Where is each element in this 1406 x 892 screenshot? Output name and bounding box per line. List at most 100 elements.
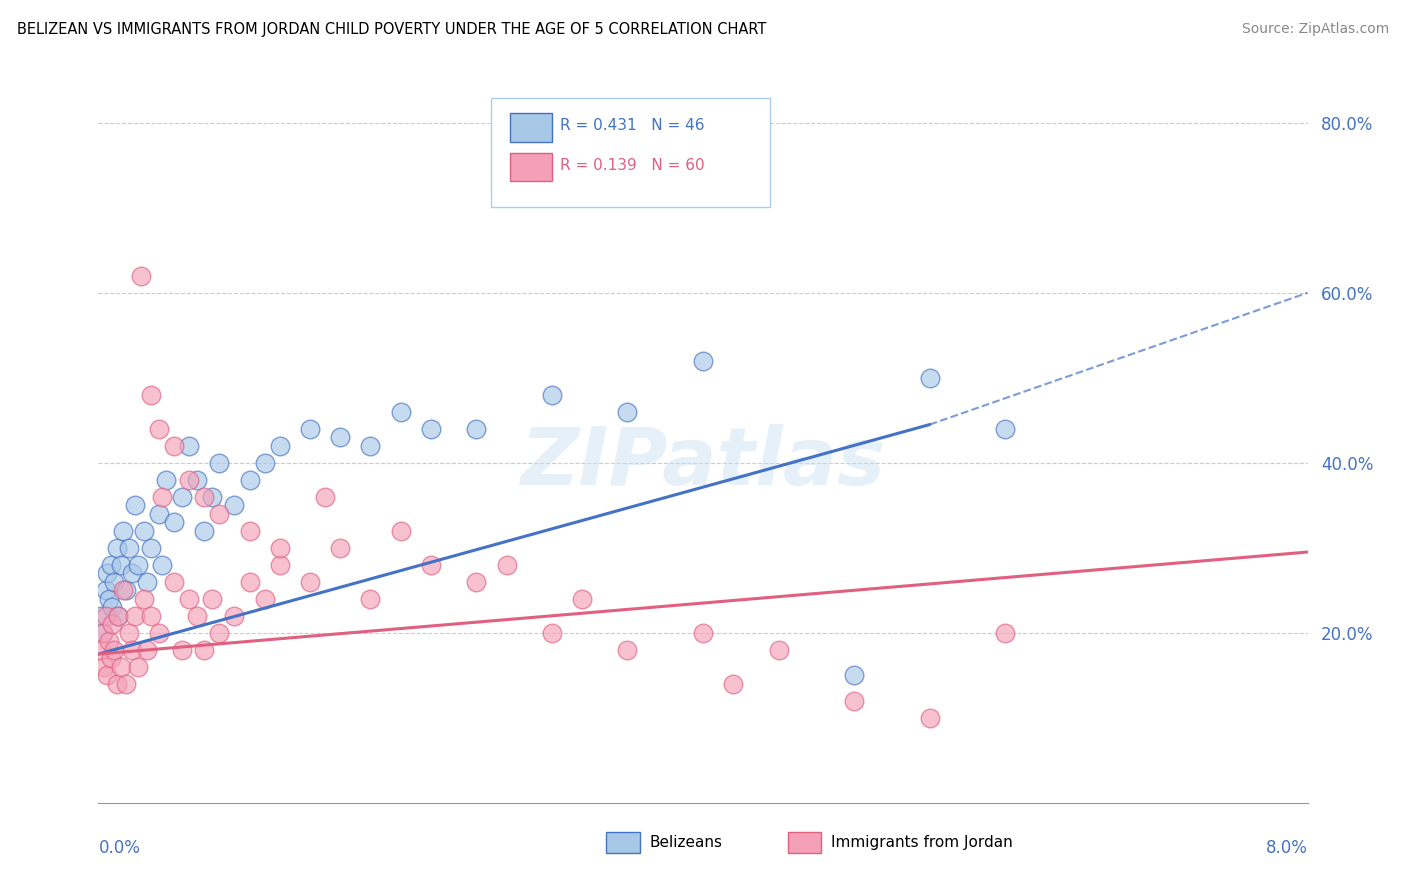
Point — [110, 558, 132, 572]
Point — [389, 405, 412, 419]
Point — [101, 617, 124, 632]
Point — [111, 524, 134, 538]
Point — [118, 541, 141, 555]
Point — [96, 668, 118, 682]
FancyBboxPatch shape — [492, 98, 769, 207]
Point — [692, 353, 714, 368]
Point — [94, 608, 117, 623]
Point — [141, 541, 163, 555]
Point — [96, 566, 118, 581]
Point — [163, 439, 186, 453]
Point — [141, 608, 163, 623]
Point — [105, 677, 128, 691]
Point — [571, 591, 593, 606]
Point — [90, 608, 112, 623]
Point — [844, 668, 866, 682]
Point — [186, 608, 208, 623]
Point — [994, 422, 1017, 436]
Point — [111, 583, 134, 598]
Point — [132, 591, 155, 606]
Point — [163, 516, 186, 530]
Point — [110, 660, 132, 674]
Point — [98, 634, 121, 648]
Point — [170, 490, 193, 504]
Text: R = 0.139   N = 60: R = 0.139 N = 60 — [561, 158, 704, 173]
Point — [465, 574, 488, 589]
Point — [540, 388, 562, 402]
Point — [360, 439, 382, 453]
Point — [163, 574, 186, 589]
Point — [253, 456, 276, 470]
Point — [314, 490, 336, 504]
FancyBboxPatch shape — [606, 831, 640, 854]
Point — [132, 524, 155, 538]
Point — [616, 642, 638, 657]
Point — [360, 591, 382, 606]
Point — [101, 600, 124, 615]
Point — [193, 490, 215, 504]
Point — [91, 625, 114, 640]
Point — [121, 642, 143, 657]
Point — [150, 490, 173, 504]
Point — [135, 642, 157, 657]
Point — [208, 456, 231, 470]
Point — [135, 574, 157, 589]
Point — [201, 591, 224, 606]
Text: Source: ZipAtlas.com: Source: ZipAtlas.com — [1241, 22, 1389, 37]
Point — [170, 642, 193, 657]
Point — [208, 507, 231, 521]
Point — [692, 625, 714, 640]
Point — [114, 583, 136, 598]
Point — [239, 524, 262, 538]
Point — [129, 268, 152, 283]
Point — [186, 473, 208, 487]
Point — [93, 660, 115, 674]
Point — [208, 625, 231, 640]
Point — [269, 558, 291, 572]
Point — [107, 608, 129, 623]
Point — [103, 642, 125, 657]
Point — [100, 651, 122, 665]
Point — [148, 625, 170, 640]
Text: Immigrants from Jordan: Immigrants from Jordan — [831, 835, 1012, 850]
FancyBboxPatch shape — [509, 153, 551, 181]
Point — [540, 625, 562, 640]
Point — [124, 498, 146, 512]
Point — [94, 583, 117, 598]
Point — [150, 558, 173, 572]
Point — [768, 642, 790, 657]
Point — [269, 541, 291, 555]
Point — [420, 558, 443, 572]
Text: 8.0%: 8.0% — [1265, 838, 1308, 857]
Point — [193, 524, 215, 538]
Text: R = 0.431   N = 46: R = 0.431 N = 46 — [561, 119, 704, 133]
Point — [239, 473, 262, 487]
Point — [193, 642, 215, 657]
Point — [127, 558, 149, 572]
Point — [121, 566, 143, 581]
Point — [329, 430, 352, 444]
Point — [201, 490, 224, 504]
Point — [90, 642, 112, 657]
Point — [253, 591, 276, 606]
Point — [114, 677, 136, 691]
Point — [299, 574, 322, 589]
Point — [465, 422, 488, 436]
Point — [148, 422, 170, 436]
Point — [155, 473, 177, 487]
Point — [100, 558, 122, 572]
Point — [105, 541, 128, 555]
Text: 0.0%: 0.0% — [98, 838, 141, 857]
Text: Belizeans: Belizeans — [650, 835, 723, 850]
FancyBboxPatch shape — [787, 831, 821, 854]
Point — [616, 405, 638, 419]
Point — [91, 625, 114, 640]
Point — [239, 574, 262, 589]
Point — [329, 541, 352, 555]
Point — [179, 439, 201, 453]
Point — [118, 625, 141, 640]
Point — [299, 422, 322, 436]
Point — [844, 694, 866, 708]
Point — [918, 371, 941, 385]
Point — [389, 524, 412, 538]
